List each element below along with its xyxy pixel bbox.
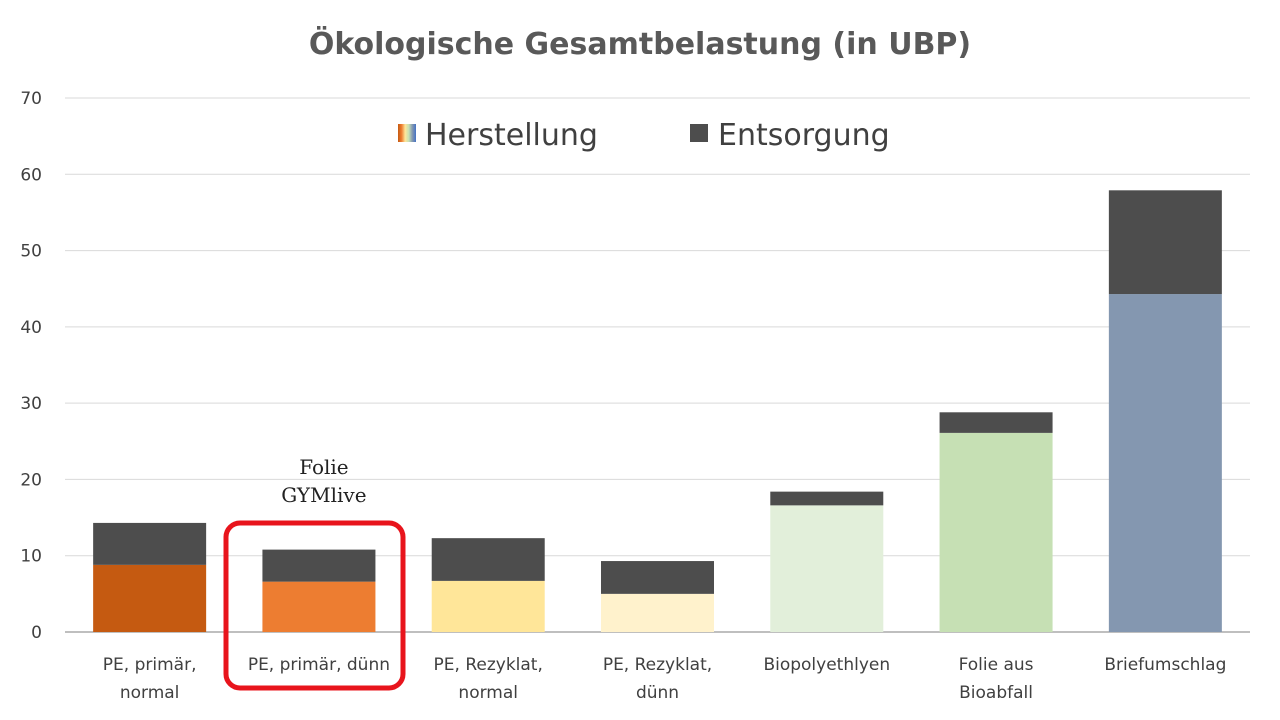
y-axis: 0 10 20 30 40 50 60 70 xyxy=(20,89,42,643)
x-tick-label: PE, primär, xyxy=(103,655,197,675)
annotation-label: Folie xyxy=(299,455,348,479)
x-tick-label: normal xyxy=(458,683,518,703)
legend-swatch-entsorgung xyxy=(690,124,708,142)
highlight-box xyxy=(223,520,406,691)
bar-entsorgung xyxy=(262,549,376,582)
y-tick-label: 50 xyxy=(20,242,42,262)
x-tick-label: dünn xyxy=(636,683,679,703)
y-tick-label: 30 xyxy=(20,394,42,414)
bar-entsorgung xyxy=(601,561,714,594)
bar-herstellung xyxy=(770,505,884,632)
bar-herstellung xyxy=(262,581,376,632)
annotation: Folie GYMlive xyxy=(223,455,406,691)
bar-entsorgung xyxy=(431,538,545,581)
x-tick-label: PE, primär, dünn xyxy=(248,655,390,675)
bar-entsorgung xyxy=(1108,190,1222,295)
legend-swatch-herstellung xyxy=(398,124,416,142)
gridlines xyxy=(65,97,1250,633)
legend: Herstellung Entsorgung xyxy=(398,118,890,153)
x-tick-label: Bioabfall xyxy=(959,683,1033,703)
bars xyxy=(93,190,1222,632)
chart-title: Ökologische Gesamtbelastung (in UBP) xyxy=(309,25,971,62)
y-tick-label: 70 xyxy=(20,89,42,109)
y-tick-label: 20 xyxy=(20,470,42,490)
y-tick-label: 0 xyxy=(31,623,42,643)
bar-herstellung xyxy=(601,593,714,632)
x-tick-label: Briefumschlag xyxy=(1104,655,1226,675)
x-tick-label: PE, Rezyklat, xyxy=(603,655,712,675)
x-tick-label: Biopolyethlyen xyxy=(763,655,890,675)
bar-entsorgung xyxy=(939,412,1053,433)
legend-label-entsorgung: Entsorgung xyxy=(718,118,890,153)
legend-label-herstellung: Herstellung xyxy=(425,118,598,153)
bar-entsorgung xyxy=(93,522,207,565)
annotation-label: GYMlive xyxy=(281,483,366,507)
bar-herstellung xyxy=(939,432,1053,632)
y-tick-label: 10 xyxy=(20,547,42,567)
x-axis: PE, primär, normal PE, primär, dünn PE, Rez… xyxy=(103,655,1227,703)
x-tick-label: Folie aus xyxy=(959,655,1034,675)
x-tick-label: PE, Rezyklat, xyxy=(434,655,543,675)
x-tick-label: normal xyxy=(120,683,180,703)
bar-herstellung xyxy=(1108,294,1222,632)
bar-herstellung xyxy=(431,580,545,632)
bar-herstellung xyxy=(93,564,207,632)
y-tick-label: 60 xyxy=(20,165,42,185)
bar-entsorgung xyxy=(770,491,884,506)
y-tick-label: 40 xyxy=(20,318,42,338)
